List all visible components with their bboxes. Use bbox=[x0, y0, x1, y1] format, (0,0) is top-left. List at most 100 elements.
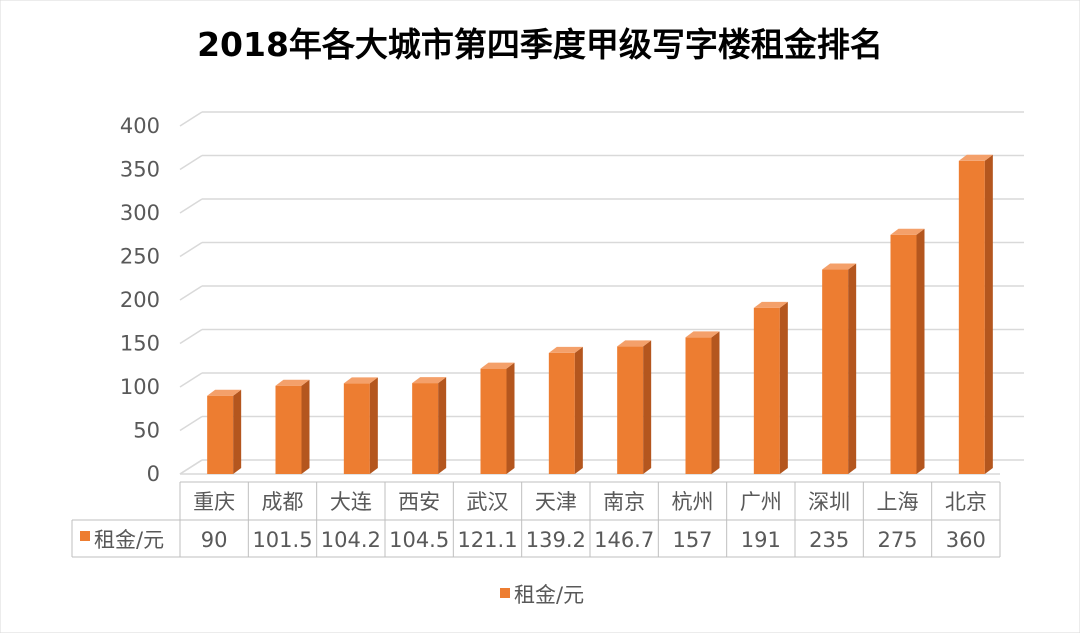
data-label: 146.7 bbox=[594, 528, 654, 552]
y-tick-label: 0 bbox=[147, 462, 160, 486]
y-tick-label: 50 bbox=[133, 419, 160, 443]
data-table: 重庆 90 成都 101.5 大连 104.2 西安 104.5 武汉 121.1 天津 139.2 南… bbox=[71, 481, 1001, 558]
bar-front bbox=[275, 385, 302, 474]
bar-side bbox=[984, 154, 993, 475]
bar-front bbox=[207, 395, 234, 474]
bar-side bbox=[301, 379, 310, 474]
x-category-label: 武汉 bbox=[467, 490, 509, 514]
bar-top bbox=[480, 362, 515, 369]
bar-top bbox=[890, 228, 925, 235]
bars-layer bbox=[207, 154, 993, 475]
floor-edge bbox=[179, 459, 203, 475]
bar-side bbox=[574, 346, 583, 474]
bar-side bbox=[506, 362, 515, 474]
table-legend-key bbox=[80, 531, 90, 541]
bar-front bbox=[412, 383, 439, 474]
bar-top bbox=[412, 377, 447, 384]
bar-side bbox=[779, 301, 788, 474]
gridline-depth bbox=[179, 415, 203, 432]
bar-side bbox=[916, 228, 925, 474]
x-category-label: 上海 bbox=[877, 490, 919, 514]
bar-front bbox=[822, 269, 849, 474]
bar bbox=[207, 389, 242, 474]
bar-top bbox=[685, 331, 720, 338]
data-label: 101.5 bbox=[252, 528, 312, 552]
bar-front bbox=[753, 307, 780, 474]
bar-side bbox=[369, 377, 378, 474]
x-category-label: 北京 bbox=[945, 490, 987, 514]
y-tick-label: 100 bbox=[120, 375, 160, 399]
legend: 租金/元 bbox=[500, 583, 584, 607]
bar bbox=[753, 301, 788, 474]
bar-front bbox=[480, 368, 507, 474]
bar-front bbox=[685, 337, 712, 474]
grid-layer bbox=[179, 111, 1024, 475]
legend-label: 租金/元 bbox=[514, 583, 584, 607]
data-label: 139.2 bbox=[526, 528, 586, 552]
x-category-label: 杭州 bbox=[672, 490, 714, 514]
bar bbox=[548, 346, 583, 474]
data-label: 235 bbox=[809, 528, 849, 552]
data-label: 104.2 bbox=[321, 528, 381, 552]
bar-top bbox=[822, 263, 857, 270]
data-label: 191 bbox=[741, 528, 781, 552]
bar-front bbox=[958, 160, 985, 475]
bar-side bbox=[848, 263, 857, 474]
x-category-label: 南京 bbox=[603, 490, 645, 514]
y-tick-label: 250 bbox=[120, 245, 160, 269]
bar-top bbox=[207, 389, 242, 396]
bar bbox=[822, 263, 857, 474]
chart-title: 2018年各大城市第四季度甲级写字楼租金排名 bbox=[197, 25, 883, 64]
x-category-label: 西安 bbox=[398, 490, 440, 514]
y-tick-label: 400 bbox=[120, 114, 160, 138]
data-label: 360 bbox=[946, 528, 986, 552]
gridline-depth bbox=[179, 285, 203, 301]
x-category-label: 大连 bbox=[330, 490, 372, 514]
x-category-label: 深圳 bbox=[808, 490, 850, 514]
x-category-label: 广州 bbox=[740, 490, 782, 514]
gridline-depth bbox=[179, 111, 203, 127]
bar bbox=[685, 331, 720, 474]
bar bbox=[890, 228, 925, 474]
bar-side bbox=[711, 331, 720, 474]
bar bbox=[343, 377, 378, 474]
bar-front bbox=[890, 234, 917, 474]
y-tick-label: 150 bbox=[120, 332, 160, 356]
gridline-depth bbox=[179, 372, 203, 388]
gridline-depth bbox=[179, 328, 203, 345]
bar bbox=[480, 362, 515, 474]
gridline-depth bbox=[179, 154, 203, 171]
x-category-label: 成都 bbox=[262, 490, 304, 514]
bar-front bbox=[617, 346, 644, 474]
gridline-depth bbox=[179, 198, 203, 214]
x-category-label: 天津 bbox=[535, 490, 577, 514]
bar-front bbox=[343, 383, 370, 474]
table-series-name: 租金/元 bbox=[94, 528, 164, 552]
x-category-label: 重庆 bbox=[193, 490, 235, 514]
y-tick-label: 300 bbox=[120, 201, 160, 225]
data-label: 157 bbox=[672, 528, 712, 552]
bar-top bbox=[753, 301, 788, 308]
bar-top bbox=[275, 379, 310, 386]
bar bbox=[275, 379, 310, 474]
bar bbox=[617, 340, 652, 474]
data-label: 275 bbox=[877, 528, 917, 552]
data-label: 121.1 bbox=[457, 528, 517, 552]
bar-top bbox=[343, 377, 378, 384]
legend-swatch bbox=[500, 588, 510, 598]
y-tick-label: 200 bbox=[120, 288, 160, 312]
y-axis: 0 50 100 150 200 250 300 350 400 bbox=[120, 114, 160, 486]
gridline-depth bbox=[179, 241, 203, 258]
y-tick-label: 350 bbox=[120, 158, 160, 182]
bar-side bbox=[438, 377, 447, 474]
bar-top bbox=[958, 154, 993, 161]
bar-top bbox=[548, 346, 583, 353]
bar-side bbox=[233, 389, 242, 474]
bar bbox=[958, 154, 993, 475]
data-label: 90 bbox=[201, 528, 228, 552]
bar-front bbox=[548, 352, 575, 474]
bar-side bbox=[643, 340, 652, 474]
bar-top bbox=[617, 340, 652, 347]
